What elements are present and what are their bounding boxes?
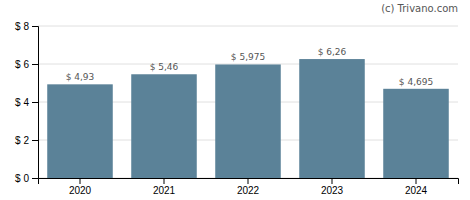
x-tick: 2024 [405,178,428,196]
x-tick: 2023 [321,178,344,196]
data-label: $ 6,26 [318,47,347,57]
x-tick-mark [332,178,333,184]
grid [38,26,458,178]
y-tick: $ 8 [15,21,38,32]
x-axis-line [39,179,459,185]
y-tick-label: $ 2 [15,135,29,146]
bar [383,89,449,178]
y-tick: $ 2 [15,135,38,146]
data-label: $ 5,975 [231,52,265,62]
y-tick-mark [32,140,38,141]
y-tick-mark [32,178,38,179]
y-tick-label: $ 4 [15,97,29,108]
y-tick-mark [32,64,38,65]
bar [215,64,281,178]
x-tick: 2021 [153,178,176,196]
x-tick-mark [80,178,81,184]
x-tick: 2022 [237,178,260,196]
x-tick-label: 2020 [69,185,92,196]
data-label: $ 4,695 [399,77,433,87]
y-tick: $ 6 [15,59,38,70]
x-tick-label: 2022 [237,185,260,196]
chart: $ 0 $ 2 $ 4 $ 6 $ 8 2020 2021 2022 2023 2024 $ 4,9… [0,0,470,200]
y-tick-mark [32,102,38,103]
x-tick-label: 2021 [153,185,176,196]
grid-line [38,64,458,65]
y-tick-label: $ 6 [15,59,29,70]
data-labels: $ 4,93 $ 5,46 $ 5,975 $ 6,26 $ 4,695 [66,47,434,87]
x-tick-mark [248,178,249,184]
y-tick-label: $ 8 [15,21,29,32]
x-tick-mark [164,178,165,184]
bars [47,59,449,178]
y-axis: $ 0 $ 2 $ 4 $ 6 $ 8 [15,21,38,184]
x-tick: 2020 [69,178,92,196]
x-axis: 2020 2021 2022 2023 2024 [39,178,459,196]
data-label: $ 4,93 [66,72,95,82]
y-axis-line [32,27,39,179]
y-tick-label: $ 0 [15,173,29,184]
y-tick-mark [32,26,38,27]
annotation: (c) Trivano.com [381,3,458,14]
x-tick-mark [416,178,417,184]
x-tick-label: 2023 [321,185,344,196]
bar [47,84,113,178]
bar [299,59,365,178]
plot: $ 0 $ 2 $ 4 $ 6 $ 8 2020 2021 2022 2023 2024 $ 4,9… [15,21,458,196]
data-label: $ 5,46 [150,62,179,72]
y-tick: $ 4 [15,97,38,108]
x-tick-label: 2024 [405,185,428,196]
bar [131,74,197,178]
y-tick: $ 0 [15,173,38,184]
grid-line [38,26,458,27]
